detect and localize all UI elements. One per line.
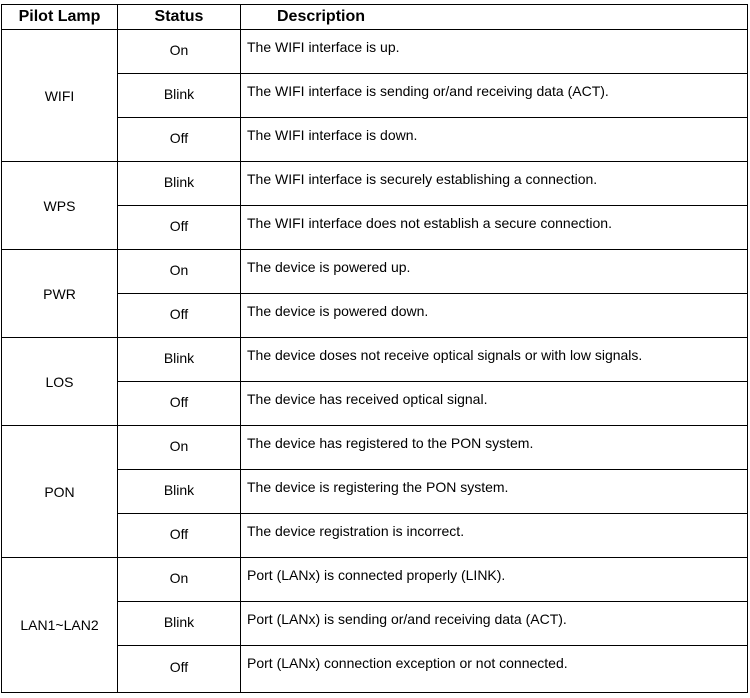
table-row: Off Port (LANx) connection exception or n… xyxy=(2,645,748,693)
header-description: Description xyxy=(240,4,748,30)
description-cell: The WIFI interface is up. xyxy=(240,29,748,74)
status-cell: Blink xyxy=(117,601,241,646)
description-cell: Port (LANx) is sending or/and receiving … xyxy=(240,601,748,646)
description-cell: The device has registered to the PON sys… xyxy=(240,425,748,470)
table-row: WIFI On The WIFI interface is up. xyxy=(1,29,748,162)
pilot-lamp-cell: LOS xyxy=(1,337,118,426)
table-row: PON On The device has registered to the PO… xyxy=(1,425,748,558)
table-row: Blink Port (LANx) is sending or/and recei… xyxy=(2,601,748,646)
table-row: Off The WIFI interface is down. xyxy=(2,117,748,162)
description-cell: The device registration is incorrect. xyxy=(240,513,748,558)
status-cell: Blink xyxy=(117,469,241,514)
pilot-lamp-cell: PWR xyxy=(1,249,118,338)
description-cell: The device doses not receive optical sig… xyxy=(240,337,748,382)
status-cell: On xyxy=(117,29,241,74)
status-cell: On xyxy=(117,557,241,602)
description-cell: The device is powered down. xyxy=(240,293,748,338)
table-row: Blink The WIFI interface is sending or/an… xyxy=(2,73,748,118)
status-cell: Off xyxy=(117,205,241,250)
status-cell: Off xyxy=(117,117,241,162)
description-cell: The WIFI interface is securely establish… xyxy=(240,161,748,206)
status-cell: On xyxy=(117,249,241,294)
status-cell: Off xyxy=(117,381,241,426)
status-cell: Off xyxy=(117,513,241,558)
table-row: LAN1~LAN2 On Port (LANx) is connected prop… xyxy=(1,557,748,693)
table-row: WPS Blink The WIFI interface is securely e… xyxy=(1,161,748,250)
table-row: Off The WIFI interface does not establish… xyxy=(2,205,748,250)
status-cell: On xyxy=(117,425,241,470)
table-row: PWR On The device is powered up. xyxy=(1,249,748,338)
pilot-lamp-cell: WPS xyxy=(1,161,118,250)
pilot-lamp-cell: LAN1~LAN2 xyxy=(1,557,118,693)
status-cell: Blink xyxy=(117,337,241,382)
header-row: Pilot Lamp Status Description xyxy=(1,4,748,30)
table-row: Blink The device is registering the PON s… xyxy=(2,469,748,514)
table-row: Off The device is powered down. xyxy=(2,293,748,338)
description-cell: The WIFI interface does not establish a … xyxy=(240,205,748,250)
pilot-lamp-cell: WIFI xyxy=(1,29,118,162)
description-cell: The WIFI interface is down. xyxy=(240,117,748,162)
status-cell: Off xyxy=(117,293,241,338)
table-row: Off The device has received optical signa… xyxy=(2,381,748,426)
status-cell: Blink xyxy=(117,73,241,118)
status-cell: Off xyxy=(117,645,241,693)
table-row: Off The device registration is incorrect. xyxy=(2,513,748,558)
header-pilot-lamp: Pilot Lamp xyxy=(1,4,118,30)
description-cell: Port (LANx) connection exception or not … xyxy=(240,645,748,693)
description-cell: Port (LANx) is connected properly (LINK)… xyxy=(240,557,748,602)
description-cell: The WIFI interface is sending or/and rec… xyxy=(240,73,748,118)
table-row: LOS Blink The device doses not receive opt… xyxy=(1,337,748,426)
header-status: Status xyxy=(117,4,241,30)
description-cell: The device has received optical signal. xyxy=(240,381,748,426)
status-cell: Blink xyxy=(117,161,241,206)
pilot-lamp-cell: PON xyxy=(1,425,118,558)
description-cell: The device is powered up. xyxy=(240,249,748,294)
description-cell: The device is registering the PON system… xyxy=(240,469,748,514)
pilot-lamp-table: Pilot Lamp Status Description WIFI On The … xyxy=(1,4,748,693)
